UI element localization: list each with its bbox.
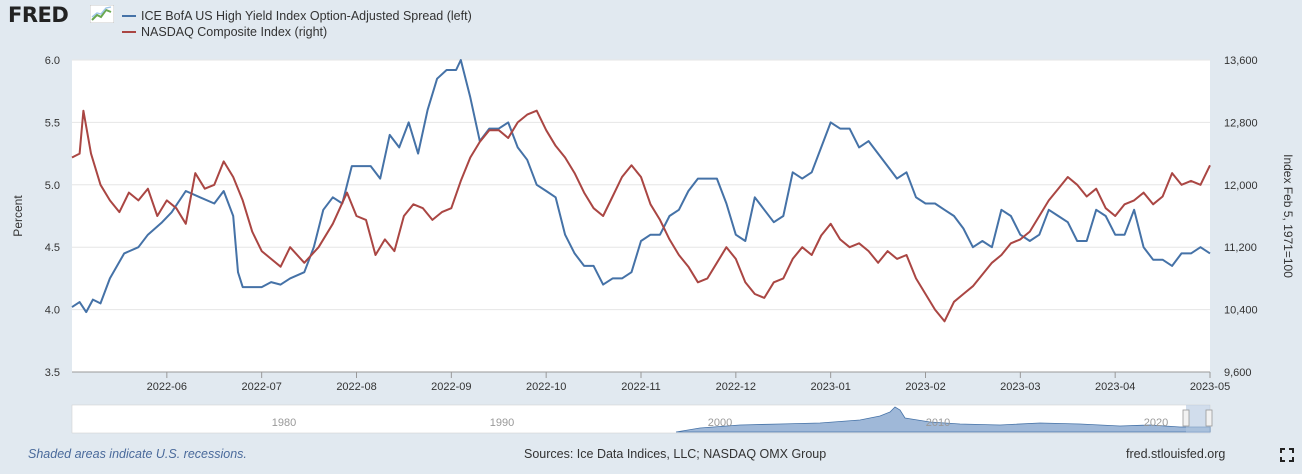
recession-note: Shaded areas indicate U.S. recessions. (28, 447, 247, 461)
right-tick-label: 13,600 (1224, 55, 1258, 67)
fullscreen-icon[interactable] (1280, 448, 1294, 462)
left-tick-label: 4.5 (45, 242, 60, 254)
x-tick-label: 2023-03 (1000, 381, 1040, 393)
series-line-high-yield[interactable] (71, 59, 1211, 314)
legend-item-high-yield[interactable]: ICE BofA US High Yield Index Option-Adju… (122, 8, 472, 24)
x-tick-label: 2023-05 (1190, 381, 1230, 393)
right-axis-label: Index Feb 5, 1971=100 (1281, 154, 1295, 278)
fred-logo-graph-icon (90, 5, 114, 23)
x-tick-label: 2022-09 (431, 381, 471, 393)
left-axis-label: Percent (11, 195, 25, 237)
right-tick-label: 12,000 (1224, 180, 1258, 192)
legend-swatch (122, 15, 136, 17)
x-tick-label: 2023-01 (810, 381, 850, 393)
legend-item-nasdaq[interactable]: NASDAQ Composite Index (right) (122, 24, 472, 40)
x-tick-label: 2023-04 (1095, 381, 1135, 393)
x-tick-label: 2023-02 (905, 381, 945, 393)
x-tick-label: 2022-07 (241, 381, 281, 393)
navigator-label: 1980 (272, 417, 296, 429)
navigator-left-handle[interactable] (1182, 409, 1190, 427)
series-line-nasdaq[interactable] (71, 109, 1211, 323)
right-tick-label: 11,200 (1224, 242, 1257, 254)
site-link[interactable]: fred.stlouisfed.org (1126, 447, 1226, 461)
navigator-right-handle[interactable] (1205, 409, 1213, 427)
x-tick-label: 2022-10 (526, 381, 566, 393)
left-tick-label: 4.0 (45, 305, 60, 317)
legend-label: NASDAQ Composite Index (right) (141, 25, 328, 39)
legend-swatch (122, 31, 136, 33)
left-tick-label: 5.5 (45, 117, 60, 129)
navigator-series (675, 406, 1211, 433)
navigator[interactable]: 1980 1990 2000 2010 2020 (71, 404, 1213, 434)
left-tick-label: 5.0 (45, 180, 60, 192)
x-tick-label: 2022-08 (336, 381, 376, 393)
navigator-label: 2020 (1144, 417, 1168, 429)
x-tick-label: 2022-06 (147, 381, 187, 393)
right-tick-label: 10,400 (1224, 305, 1258, 317)
right-tick-label: 12,800 (1224, 117, 1258, 129)
fred-logo[interactable]: FRED (8, 3, 69, 27)
navigator-label: 2000 (708, 417, 732, 429)
x-tick-label: 2022-12 (716, 381, 756, 393)
left-tick-label: 6.0 (45, 55, 60, 67)
right-tick-label: 9,600 (1224, 367, 1252, 379)
x-tick-label: 2022-11 (621, 381, 661, 393)
legend-label: ICE BofA US High Yield Index Option-Adju… (141, 9, 472, 23)
navigator-label: 1990 (490, 417, 514, 429)
plot-area (72, 60, 1210, 372)
navigator-label: 2010 (926, 417, 950, 429)
left-tick-label: 3.5 (45, 367, 60, 379)
sources-text: Sources: Ice Data Indices, LLC; NASDAQ O… (524, 447, 827, 461)
chart-legend: ICE BofA US High Yield Index Option-Adju… (122, 8, 472, 40)
